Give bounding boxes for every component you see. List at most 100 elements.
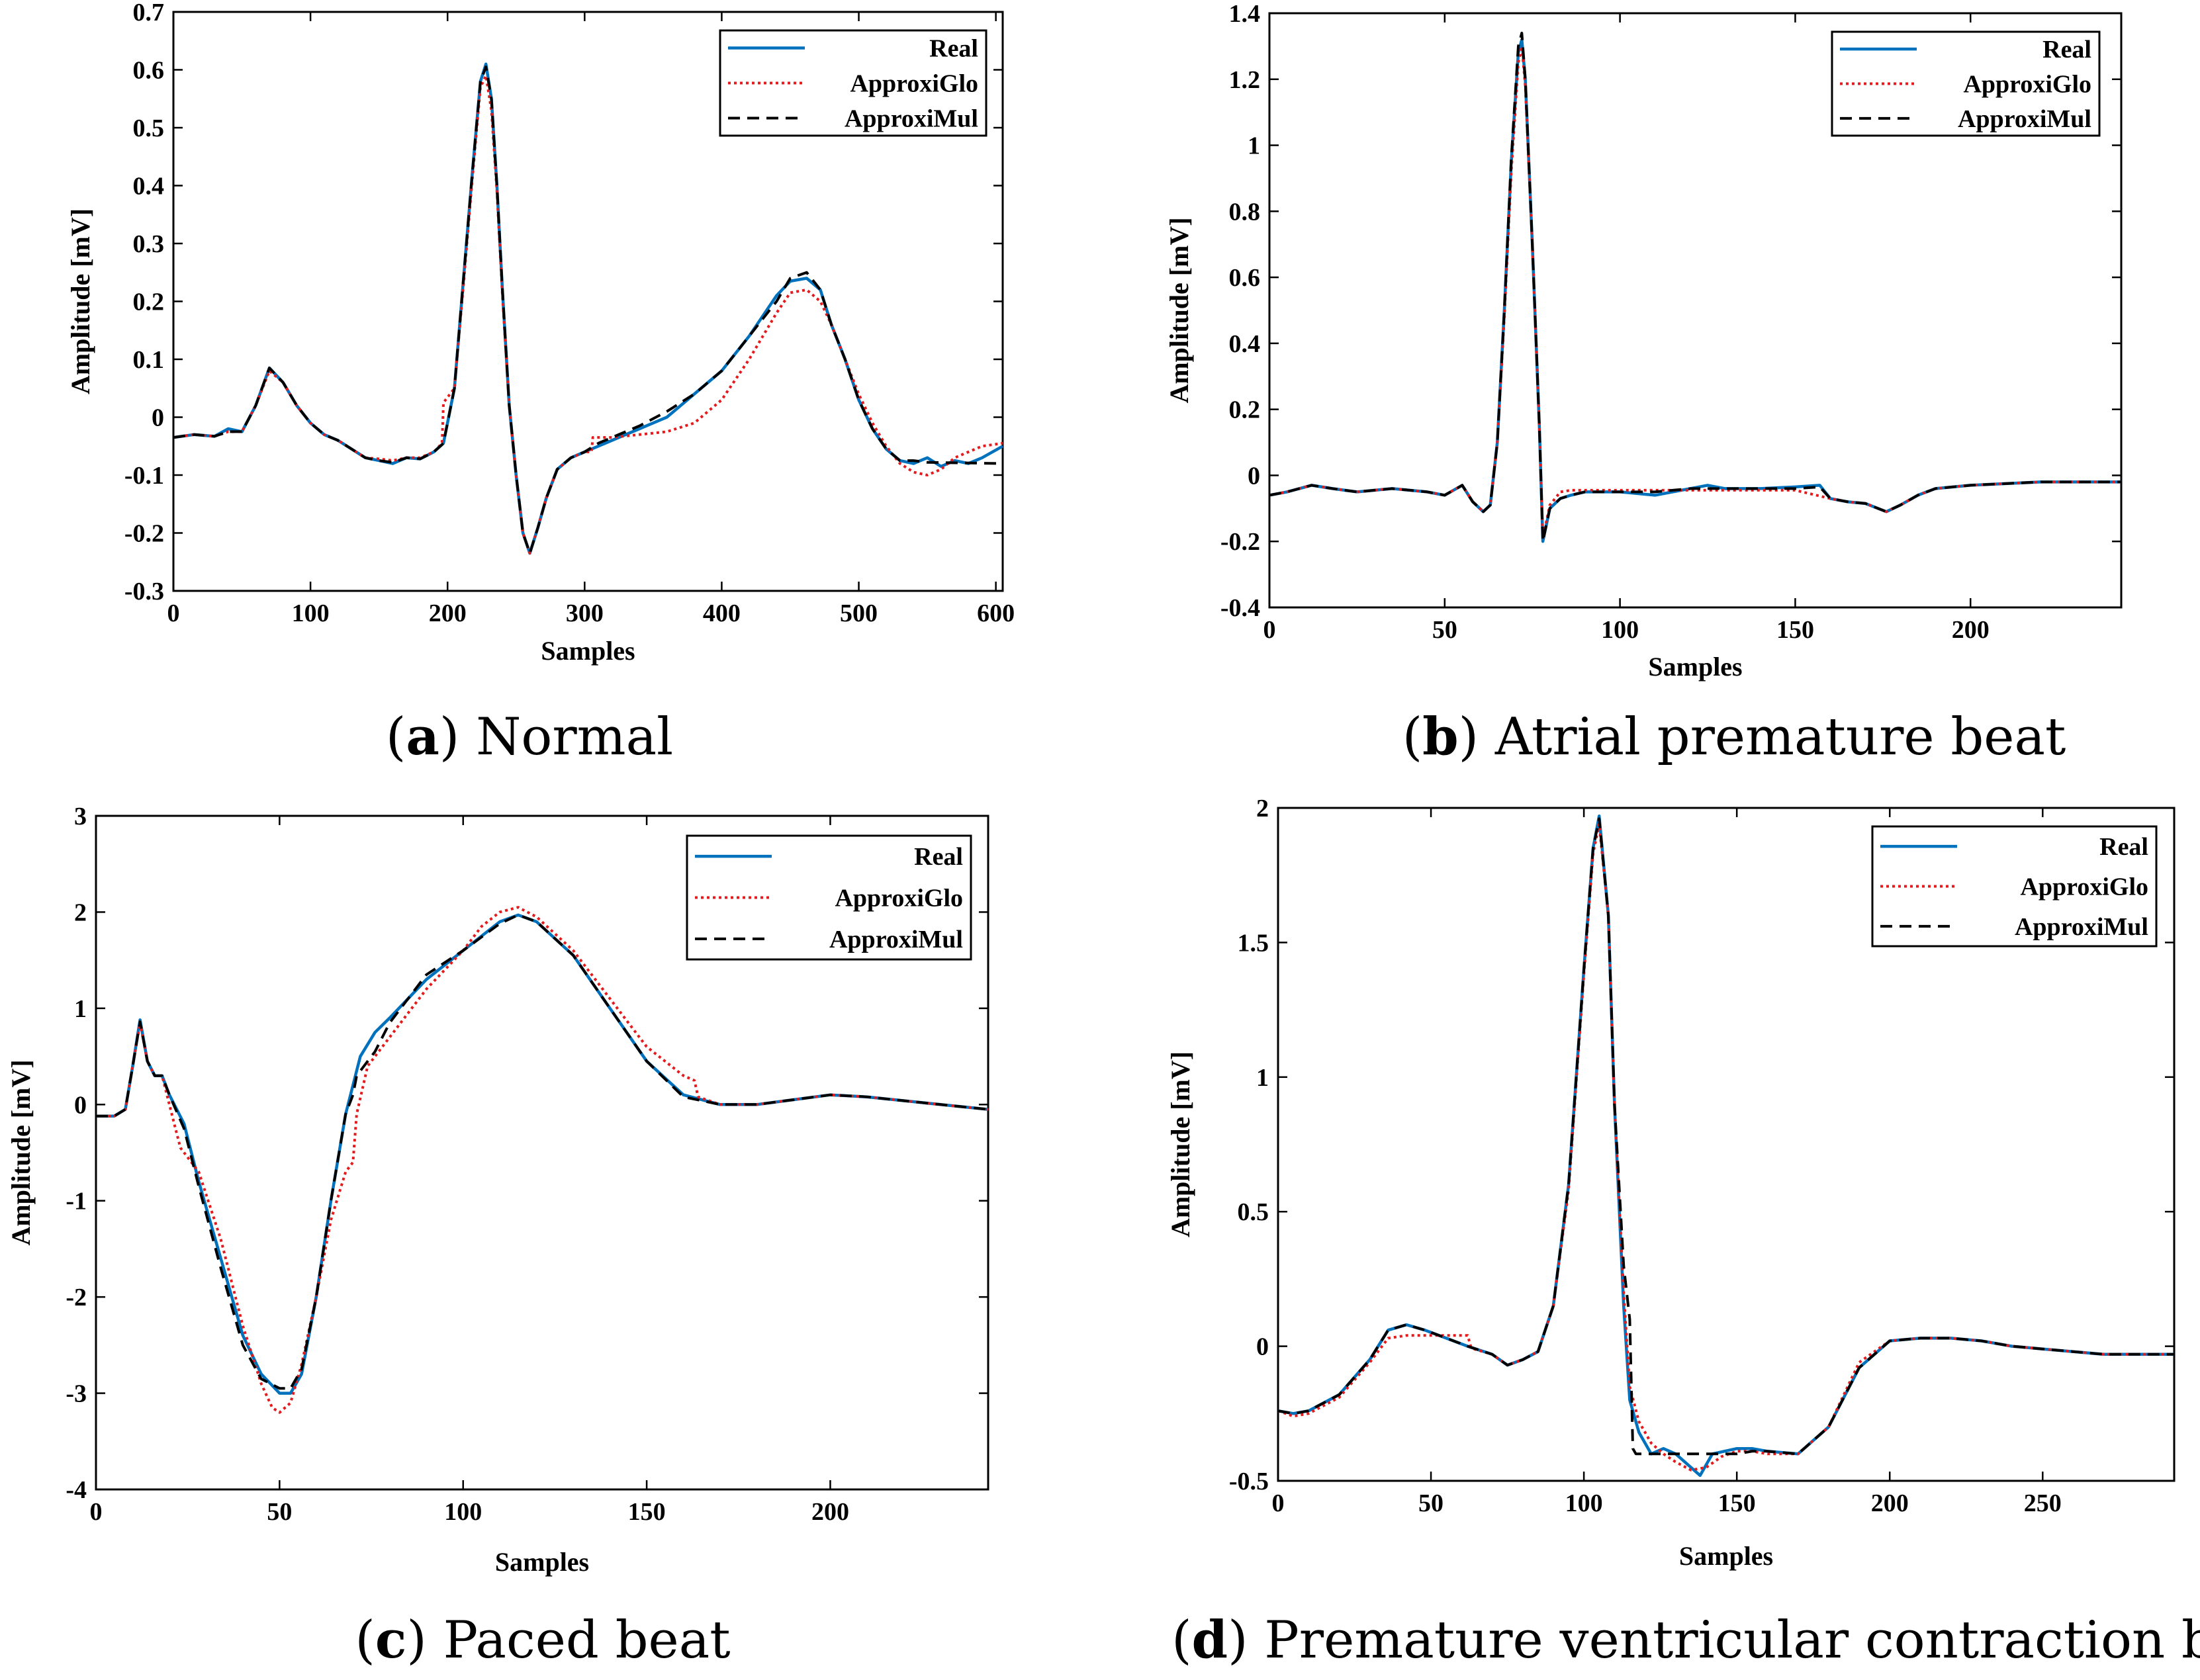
y-tick-label: 0.6: [1229, 264, 1261, 292]
y-tick-label: 0.5: [133, 114, 165, 142]
x-tick-label: 150: [1776, 616, 1814, 644]
y-tick-label: 2: [74, 899, 87, 926]
x-axis-label: Samples: [1648, 652, 1742, 682]
caption-letter: d: [1192, 1610, 1228, 1670]
y-tick-label: 0.2: [133, 288, 165, 316]
caption-paren-close: ): [1459, 707, 1495, 767]
y-axis-label: Amplitude [mV]: [66, 208, 95, 394]
x-axis-label: Samples: [1679, 1541, 1773, 1571]
y-tick-label: 0: [1256, 1333, 1269, 1361]
y-tick-label: -0.1: [124, 462, 164, 490]
y-tick-label: 0: [74, 1091, 87, 1119]
legend: Real ApproxiGlo ApproxiMul: [1871, 825, 2158, 948]
legend: Real ApproxiGlo ApproxiMul: [719, 29, 987, 137]
caption-text: Atrial premature beat: [1494, 707, 2066, 767]
series-line-approximul: [1278, 817, 2174, 1456]
y-tick-label: 0.5: [1238, 1198, 1269, 1226]
y-tick-label: -0.4: [1220, 594, 1260, 622]
caption-text: Normal: [476, 707, 673, 767]
x-tick-label: 150: [1718, 1489, 1756, 1517]
y-tick-label: 0: [152, 404, 164, 432]
series-line-approximul: [96, 913, 988, 1390]
y-tick-label: 1.4: [1229, 0, 1261, 28]
caption-paren-open: (: [1402, 707, 1422, 767]
x-tick-label: 100: [292, 599, 330, 627]
chart-panel-d: 0 50 100 150 200 250-0.500.511.52SamplesAmpli…: [1166, 795, 2200, 1670]
y-tick-label: 1: [1248, 132, 1260, 160]
y-tick-label: -0.3: [124, 578, 164, 605]
x-tick-label: 50: [1432, 616, 1457, 644]
legend-label-approximul: ApproxiMul: [829, 926, 963, 953]
y-tick-label: 1.2: [1229, 66, 1261, 94]
series-line-approxiglo: [96, 906, 988, 1414]
panel-caption: (c) Paced beat: [355, 1610, 730, 1670]
y-axis-label: Amplitude [mV]: [6, 1059, 36, 1245]
series-line-approximul: [1269, 31, 2121, 543]
y-tick-label: -4: [66, 1476, 87, 1504]
caption-letter: a: [406, 707, 439, 767]
caption-paren-close: ): [406, 1611, 443, 1670]
legend-label-real: Real: [2042, 36, 2091, 64]
legend-label-approxiglo: ApproxiGlo: [835, 885, 963, 912]
x-tick-label: 0: [1272, 1489, 1285, 1517]
x-axis-label: Samples: [541, 636, 635, 666]
legend-label-approxiglo: ApproxiGlo: [850, 70, 978, 98]
y-tick-label: 1.5: [1238, 929, 1269, 957]
legend-label-approximul: ApproxiMul: [2015, 913, 2148, 941]
y-tick-label: 0.4: [133, 173, 165, 200]
y-tick-label: 0.7: [133, 0, 165, 26]
x-tick-label: 200: [811, 1498, 849, 1526]
chart-panel-c: 0 50 100 150 200 -4 -3 -2 -1 0 1 2 3 Samples Amplitude…: [6, 803, 989, 1670]
x-tick-label: 0: [90, 1498, 103, 1526]
y-tick-label: 1: [74, 995, 87, 1023]
x-tick-label: 200: [1871, 1489, 1909, 1517]
x-tick-label: 100: [444, 1498, 482, 1526]
y-tick-label: 0.4: [1229, 330, 1261, 358]
panel-caption: (a) Normal: [386, 707, 673, 767]
y-tick-label: 0: [1248, 462, 1260, 490]
y-tick-label: 0.3: [133, 230, 165, 258]
panel-caption: (b) Atrial premature beat: [1402, 707, 2066, 767]
y-tick-label: -0.2: [1220, 528, 1260, 556]
y-tick-label: 1: [1256, 1064, 1269, 1092]
caption-paren-open: (: [355, 1611, 375, 1670]
legend-label-approximul: ApproxiMul: [1958, 105, 2091, 133]
caption-text: Premature ventricular contraction beat: [1264, 1611, 2200, 1670]
x-tick-label: 150: [628, 1498, 666, 1526]
x-tick-label: 300: [566, 599, 604, 627]
x-tick-label: 400: [703, 599, 741, 627]
chart-panel-b: 0 50 100 150 200 -0.4 -0.2 0 0.2 0.4 0.6 0.8 1 1.2 1.4…: [1164, 0, 2123, 767]
y-tick-label: 0.8: [1229, 198, 1261, 226]
caption-paren-open: (: [1171, 1611, 1191, 1670]
legend-label-real: Real: [2099, 833, 2148, 861]
x-tick-label: 0: [167, 599, 180, 627]
caption-letter: c: [375, 1610, 407, 1670]
caption-text: Paced beat: [443, 1611, 731, 1670]
y-tick-label: 2: [1256, 795, 1269, 822]
legend-label-approxiglo: ApproxiGlo: [1963, 71, 2091, 99]
caption-paren-open: (: [386, 707, 406, 767]
y-tick-label: -2: [66, 1284, 87, 1311]
x-tick-label: 200: [429, 599, 467, 627]
x-tick-label: 0: [1263, 616, 1276, 644]
y-axis-label: Amplitude [mV]: [1164, 217, 1194, 403]
caption-paren-close: ): [1228, 1611, 1264, 1670]
y-tick-label: -0.2: [124, 520, 164, 548]
chart-panel-a: 0 100 200 300 400 500 600 -0.3 -0.2 -0.1 0 0.1 0.2 0.…: [66, 0, 1015, 767]
x-tick-label: 50: [1418, 1489, 1444, 1517]
caption-paren-close: ): [439, 707, 476, 767]
x-axis-label: Samples: [495, 1547, 589, 1577]
panel-caption: (d) Premature ventricular contraction be…: [1171, 1610, 2200, 1670]
y-tick-label: 0.2: [1229, 396, 1261, 424]
x-tick-label: 500: [840, 599, 878, 627]
y-tick-label: 3: [74, 803, 87, 830]
legend: Real ApproxiGlo ApproxiMul: [686, 834, 972, 961]
legend-label-real: Real: [929, 35, 978, 63]
series-line-approximul: [173, 66, 1003, 555]
legend-label-real: Real: [914, 843, 963, 871]
legend-label-approxiglo: ApproxiGlo: [2020, 873, 2148, 901]
x-tick-label: 600: [977, 599, 1015, 627]
legend-label-approximul: ApproxiMul: [845, 105, 978, 133]
y-axis-label: Amplitude [mV]: [1166, 1051, 1195, 1237]
